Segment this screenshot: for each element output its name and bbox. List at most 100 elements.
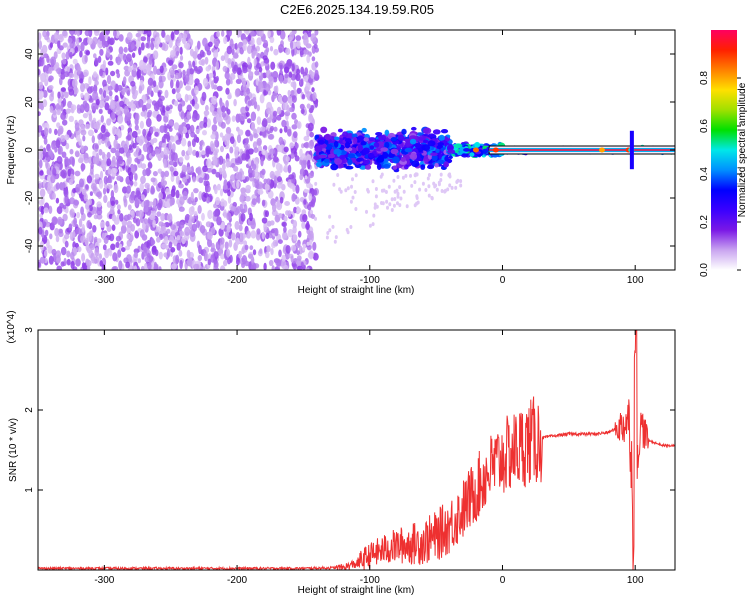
spectrogram-cell: [80, 82, 85, 93]
spectrogram-cell: [295, 35, 302, 42]
spectrogram-cell: [250, 220, 256, 230]
spectrogram-cell: [390, 208, 394, 212]
spectrogram-cell: [279, 128, 283, 134]
spectrogram-cell: [171, 143, 176, 153]
spectrogram-cell: [277, 239, 283, 245]
spectrogram-cell: [382, 151, 389, 159]
spectrogram-cell: [276, 30, 282, 36]
spectrogram-cell: [363, 137, 370, 142]
spectrogram-cell: [126, 90, 131, 97]
spectrogram-cell: [165, 34, 171, 43]
spectrogram-cell: [194, 197, 198, 203]
spectrogram-cell: [63, 71, 70, 78]
spectrogram-cell: [168, 160, 175, 166]
spectrogram-cell: [430, 196, 434, 201]
spectrogram-cell: [384, 141, 390, 149]
spectrogram-cell: [139, 79, 144, 86]
spectrogram-cell: [126, 32, 133, 41]
spectrogram-cell: [459, 179, 463, 184]
spectrogram-cell: [108, 175, 113, 184]
spectrogram-y-tick-label: 0: [24, 147, 35, 153]
spectrogram-cell: [68, 178, 74, 186]
spectrogram-cell: [78, 78, 84, 84]
spectrogram-cell: [115, 199, 119, 205]
spectrogram-cell: [427, 133, 436, 138]
spectrogram-cell: [58, 228, 63, 234]
spectrogram-cell: [171, 88, 176, 95]
spectrogram-cell: [158, 266, 162, 270]
spectrogram-cell: [208, 72, 214, 78]
spectrogram-cell: [285, 156, 290, 162]
spectrogram-cell: [169, 198, 173, 207]
spectrogram-cell: [75, 151, 80, 158]
spectrogram-cell: [312, 241, 317, 251]
spectrogram-cell: [292, 234, 298, 241]
spectrogram-cell: [75, 258, 81, 267]
spectrogram-cell: [310, 210, 313, 214]
spectrogram-cell: [55, 139, 61, 149]
spectrogram-cell: [42, 89, 48, 98]
spectrogram-cell: [411, 126, 417, 131]
spectrogram-cell: [345, 227, 349, 232]
spectrogram-cell: [197, 255, 202, 262]
spectrogram-cell: [416, 200, 420, 205]
spectrogram-cell: [306, 54, 311, 64]
spectrogram-cell: [222, 184, 228, 190]
spectrogram-cell: [67, 37, 73, 44]
spectrogram-cell: [214, 151, 218, 159]
spectrogram-cell: [225, 126, 232, 135]
spectrogram-cell: [48, 85, 54, 90]
spectrogram-cell: [184, 154, 190, 161]
spectrogram-cell: [225, 158, 231, 168]
spectrogram-cell: [275, 259, 282, 267]
spectrogram-cell: [54, 227, 59, 237]
spectrogram-cell: [400, 156, 406, 162]
spectrogram-cell: [173, 100, 179, 107]
spectrogram-cell: [342, 131, 349, 138]
spectrogram-cell: [148, 55, 153, 65]
spectrogram-cell: [150, 42, 155, 51]
spectrogram-cell: [130, 103, 136, 112]
spectrogram-cell: [267, 190, 274, 199]
spectrogram-cell: [104, 102, 110, 111]
spectrogram-cell: [248, 167, 253, 176]
spectrogram-cell: [93, 236, 98, 242]
spectrogram-cell: [214, 139, 218, 147]
spectrogram-cell: [314, 69, 319, 78]
spectrogram-cell: [245, 195, 251, 202]
spectrogram-cell: [74, 46, 79, 54]
spectrogram-cell: [215, 113, 220, 123]
spectrogram-cell: [137, 258, 142, 264]
spectrogram-cell: [181, 149, 186, 157]
spectrogram-cell: [41, 44, 48, 55]
spectrogram-cell: [157, 98, 163, 108]
spectrogram-cell: [142, 169, 147, 177]
spectrogram-cell: [83, 193, 88, 202]
spectrogram-cell: [85, 50, 91, 56]
spectrogram-cell: [235, 78, 242, 84]
spectrogram-cell: [110, 70, 116, 77]
spectrogram-cell: [160, 177, 165, 186]
spectrogram-cell: [259, 94, 265, 104]
spectrogram-cell: [135, 218, 141, 227]
spectrogram-cell: [82, 113, 88, 119]
spectrogram-cell: [84, 54, 88, 63]
spectrogram-cell: [213, 157, 218, 166]
spectrogram-cell: [395, 188, 399, 193]
spectrogram-cell: [168, 141, 173, 151]
spectrogram-cell: [60, 169, 67, 179]
spectrogram-cell: [266, 117, 272, 124]
spectrogram-cell: [283, 125, 288, 133]
spectrogram-cell: [333, 148, 342, 155]
spectrogram-cell: [345, 165, 354, 170]
spectrogram-cell: [240, 112, 246, 122]
spectrogram-cell: [126, 233, 131, 240]
spectrogram-cell: [272, 203, 277, 213]
spectrogram-cell: [223, 259, 228, 267]
spectrogram-cell: [256, 126, 261, 134]
spectrogram-cell: [137, 129, 141, 135]
spectrogram-cell: [67, 168, 71, 177]
spectrogram-cell: [245, 137, 249, 144]
spectrogram-cell: [236, 30, 243, 37]
